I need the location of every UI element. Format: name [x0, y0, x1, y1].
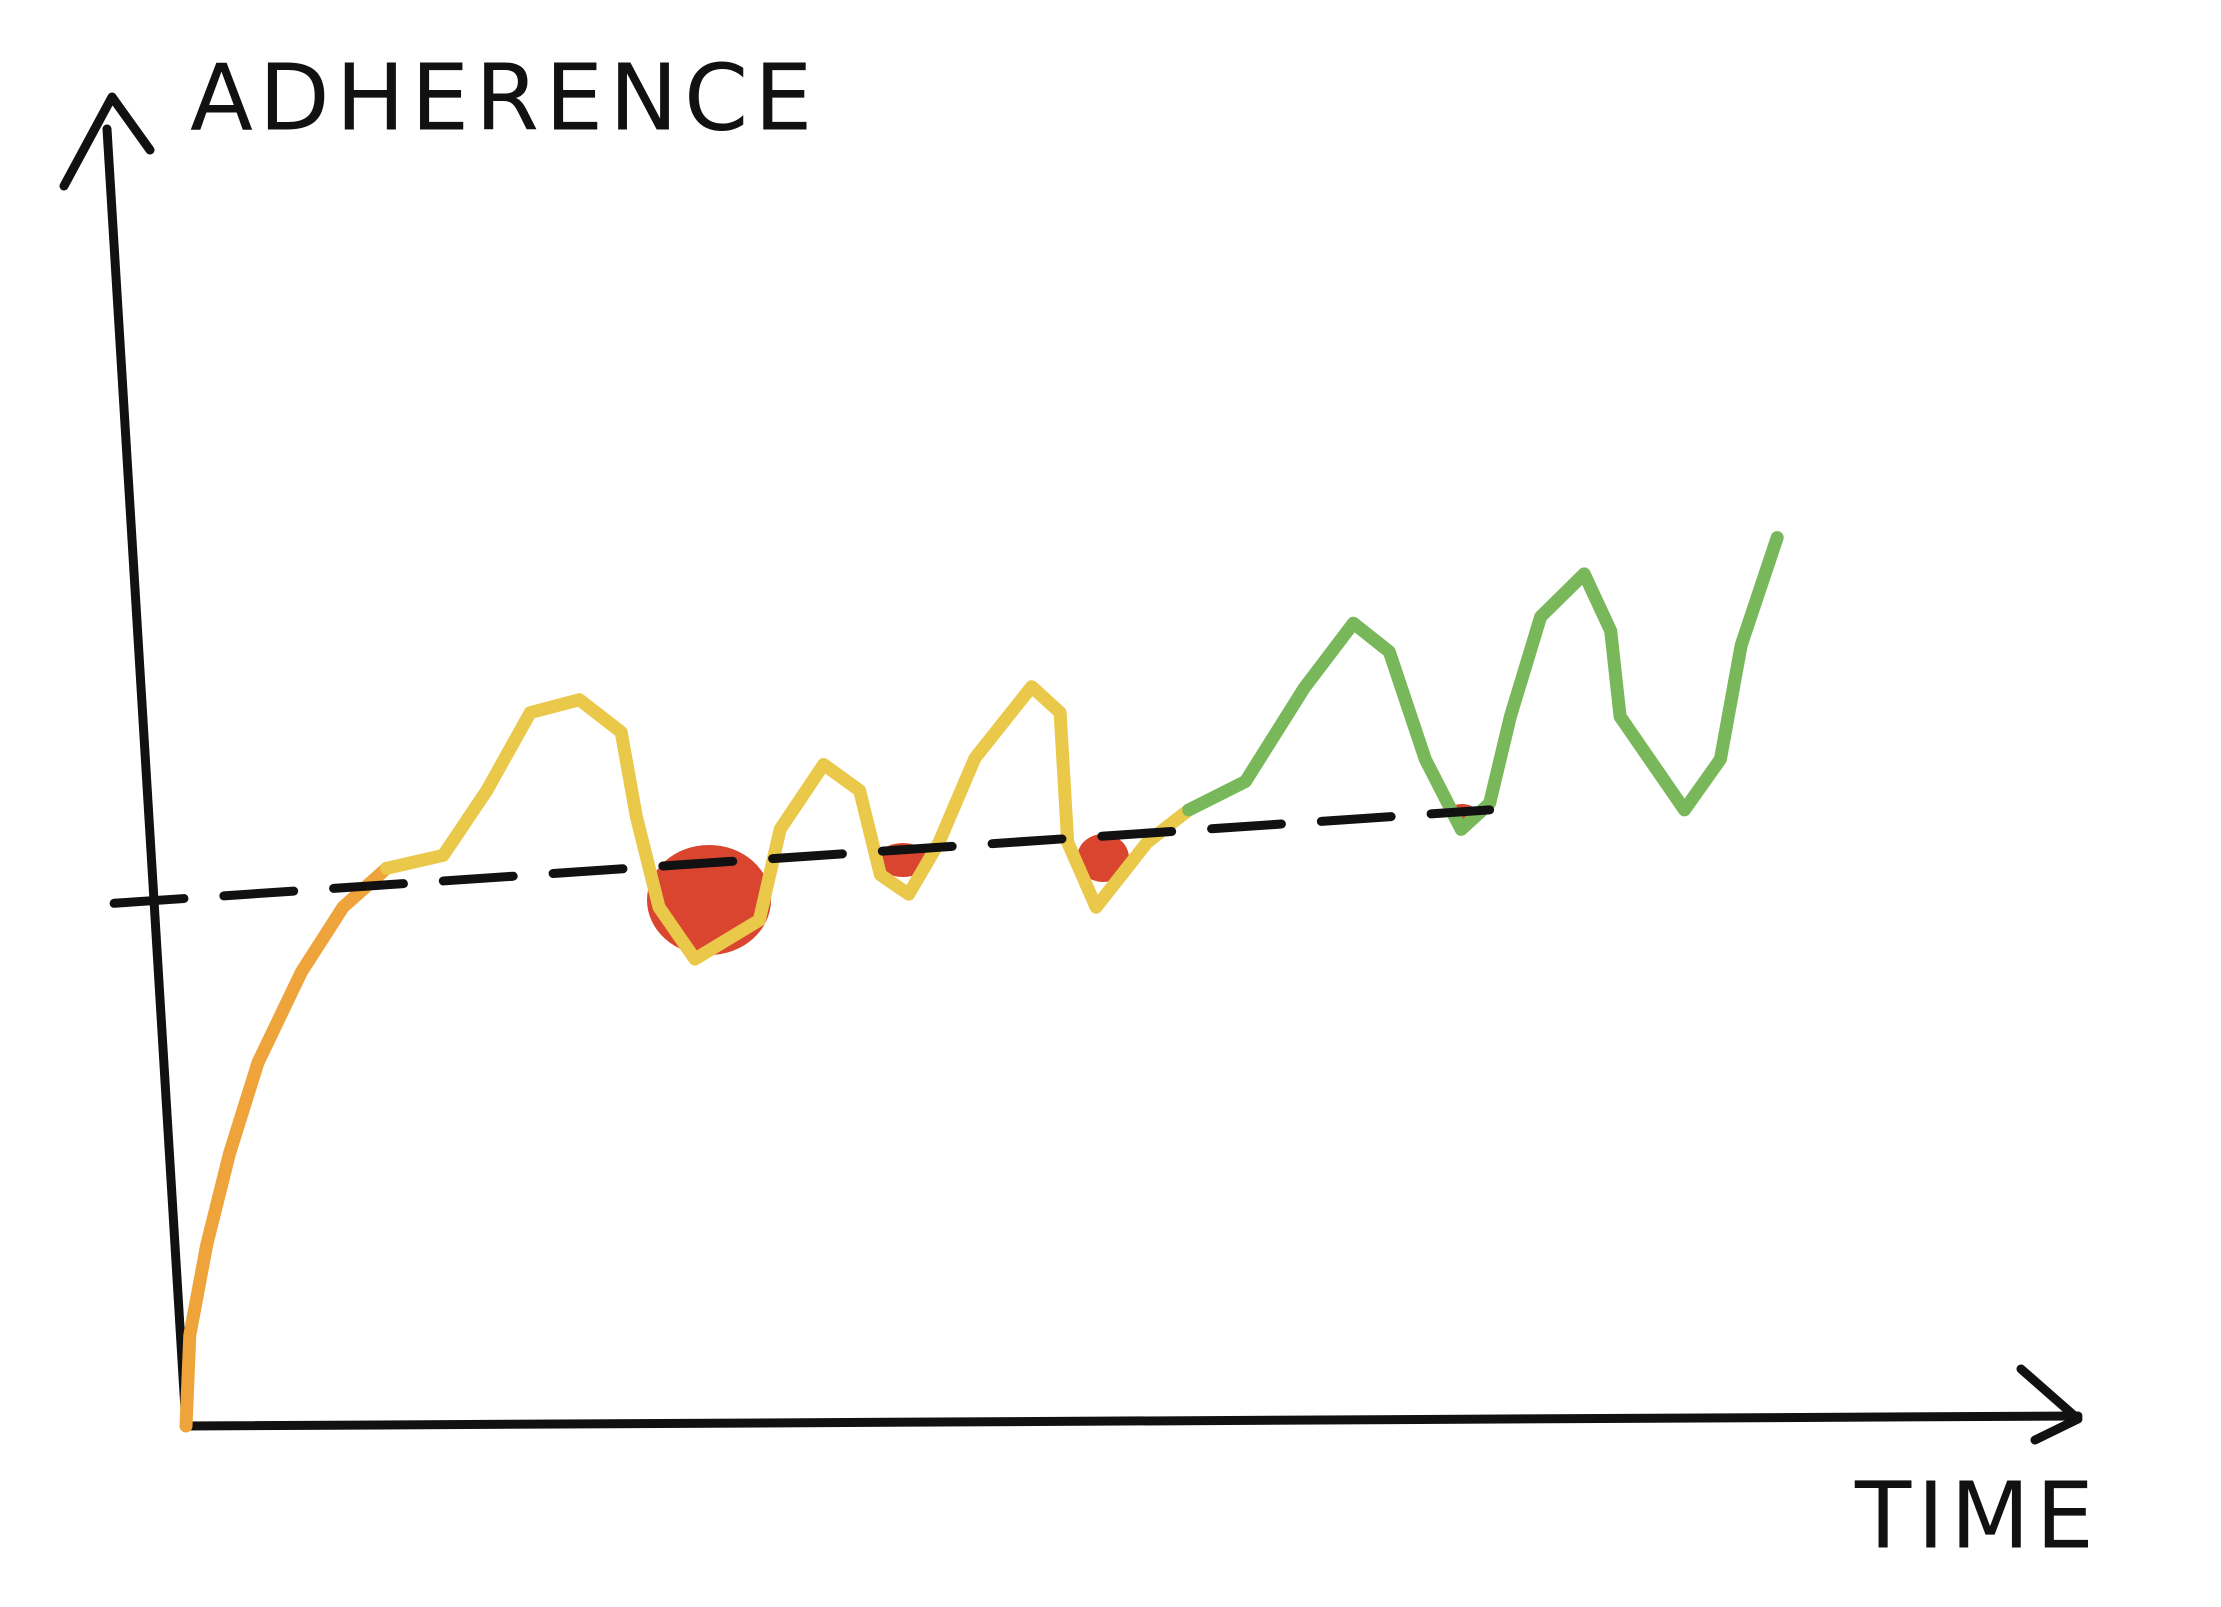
below-threshold — [1077, 834, 1129, 882]
axes — [59, 92, 2083, 1445]
y-axis-arrow — [59, 92, 155, 191]
x-axis — [181, 1411, 2083, 1431]
y-axis — [102, 124, 191, 1431]
y-axis-title: ADHERENCE — [190, 44, 818, 151]
x-axis-title: TIME — [1854, 1462, 2100, 1569]
line-series — [179, 861, 394, 1433]
threshold-line — [109, 805, 1495, 908]
line-series — [380, 680, 1196, 966]
x-axis-arrow — [2016, 1364, 2083, 1445]
line-series — [1182, 531, 1784, 836]
